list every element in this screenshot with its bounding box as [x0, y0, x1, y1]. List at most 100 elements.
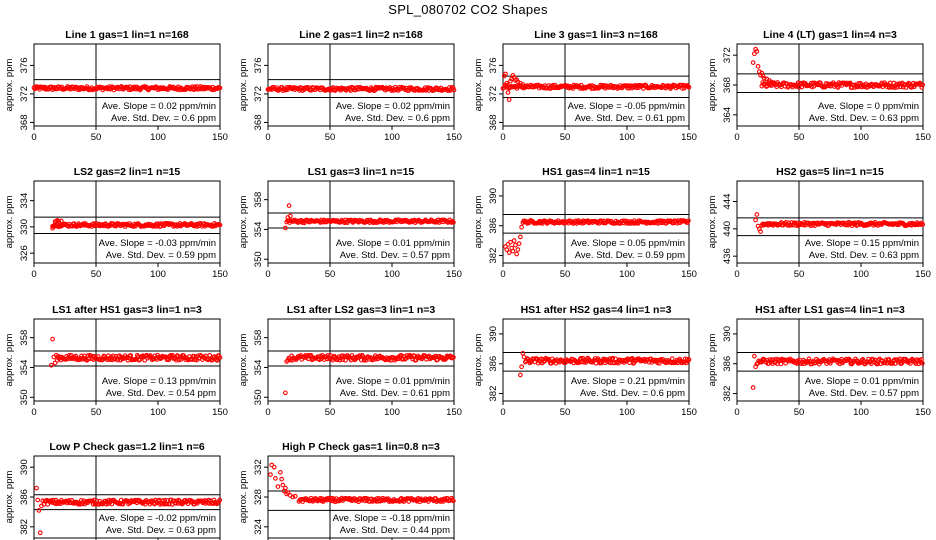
slope-annotation: Ave. Slope = 0.01 ppm/min: [336, 376, 450, 387]
data-point: [413, 357, 419, 363]
y-tick-label: 372: [722, 47, 733, 63]
data-point: [541, 359, 547, 364]
panel-2: Line 2 gas=1 lin=2 n=168 0 50 100 150 368 372 3…: [238, 29, 462, 143]
y-tick-label: 382: [488, 248, 499, 264]
y-tick-label: 324: [253, 519, 264, 535]
x-tick-label: 0: [265, 269, 270, 280]
y-tick-label: 372: [253, 86, 264, 102]
x-tick-label: 0: [734, 132, 739, 143]
data-point: [513, 242, 518, 248]
page-title: SPL_080702 CO2 Shapes: [388, 2, 548, 17]
data-point: [372, 220, 378, 225]
x-tick-label: 150: [681, 407, 697, 418]
slope-annotation: Ave. Slope = 0.01 ppm/min: [805, 376, 919, 387]
panel-12: HS1 after LS1 gas=4 lin=1 n=3 0 50 100 150 38…: [707, 304, 931, 418]
data-point: [442, 357, 448, 362]
y-axis-label: approx. ppm: [4, 471, 15, 524]
x-tick-label: 0: [31, 269, 36, 280]
data-point: [669, 356, 675, 361]
x-tick-label: 50: [325, 132, 336, 143]
y-tick-label: 386: [488, 356, 499, 372]
y-tick-label: 368: [722, 77, 733, 93]
x-tick-label: 100: [150, 132, 166, 143]
data-point: [623, 221, 629, 226]
x-tick-label: 150: [681, 132, 697, 143]
data-point: [214, 358, 220, 363]
data-point: [920, 360, 925, 366]
y-tick-label: 354: [253, 222, 264, 238]
data-point: [278, 470, 283, 475]
data-point: [755, 64, 761, 69]
x-tick-label: 50: [560, 132, 571, 143]
x-tick-label: 50: [794, 269, 805, 280]
data-point: [451, 219, 456, 225]
data-point: [754, 212, 760, 217]
std-dev-annotation: Ave. Std. Dev. = 0.61 ppm: [575, 113, 685, 124]
data-point: [503, 71, 508, 77]
slope-annotation: Ave. Slope = 0 ppm/min: [818, 101, 919, 112]
y-tick-label: 364: [722, 107, 733, 123]
panel-title: LS1 gas=3 lin=1 n=15: [308, 166, 415, 178]
data-point: [285, 490, 291, 495]
std-dev-annotation: Ave. Std. Dev. = 0.59 ppm: [106, 250, 216, 261]
data-point: [50, 336, 55, 342]
panel-title: HS1 gas=4 lin=1 n=15: [542, 166, 650, 178]
data-point: [217, 497, 223, 503]
y-tick-label: 350: [253, 251, 264, 267]
data-point: [511, 238, 517, 243]
y-tick-label: 372: [488, 86, 499, 102]
data-point: [837, 361, 842, 367]
x-tick-label: 50: [794, 407, 805, 418]
data-point: [393, 356, 399, 362]
data-point: [505, 90, 511, 95]
y-tick-label: 376: [253, 57, 264, 73]
data-point: [287, 213, 293, 219]
data-point: [308, 353, 314, 358]
x-tick-label: 0: [734, 269, 739, 280]
data-point: [686, 84, 692, 90]
data-point: [328, 495, 333, 501]
data-point: [920, 222, 926, 227]
data-point: [788, 222, 793, 228]
data-point: [508, 239, 513, 245]
std-dev-annotation: Ave. Std. Dev. = 0.6 ppm: [111, 113, 216, 124]
slope-annotation: Ave. Slope = -0.05 ppm/min: [568, 101, 685, 112]
data-point: [610, 355, 616, 361]
y-tick-label: 382: [722, 386, 733, 402]
panel-title: Line 2 gas=1 lin=2 n=168: [299, 29, 423, 41]
panel-14: High P Check gas=1 lin=0.8 n=30501001503…: [238, 441, 456, 540]
data-point: [268, 472, 273, 477]
y-tick-label: 354: [19, 360, 30, 376]
data-point: [506, 250, 512, 255]
data-point: [634, 85, 640, 91]
slope-annotation: Ave. Slope = 0.02 ppm/min: [336, 101, 450, 112]
data-point: [290, 494, 296, 500]
panel-title: LS2 gas=2 lin=1 n=15: [74, 166, 181, 178]
data-point: [895, 84, 900, 90]
std-dev-annotation: Ave. Std. Dev. = 0.6 ppm: [580, 388, 685, 399]
data-point: [805, 359, 811, 364]
y-tick-label: 440: [722, 221, 733, 237]
x-tick-label: 100: [619, 407, 635, 418]
data-point: [518, 234, 523, 240]
data-point: [283, 225, 288, 231]
data-point: [686, 218, 691, 224]
panel-6: LS1 gas=3 lin=1 n=15 0 50 100 150 350 354 358 ap…: [238, 166, 462, 280]
data-point: [155, 498, 161, 504]
data-point: [919, 85, 925, 90]
data-point: [271, 464, 277, 470]
plot-frame: [267, 318, 455, 402]
data-point: [178, 357, 184, 362]
x-tick-label: 50: [91, 269, 102, 280]
data-point: [793, 223, 799, 228]
x-tick-label: 0: [500, 407, 505, 418]
y-tick-label: 390: [722, 326, 733, 342]
std-dev-annotation: Ave. Std. Dev. = 0.61 ppm: [340, 388, 450, 399]
data-point: [275, 484, 281, 489]
data-point: [920, 82, 926, 88]
y-tick-label: 386: [488, 218, 499, 234]
data-point: [451, 498, 456, 504]
y-axis-label: approx. ppm: [473, 196, 484, 249]
std-dev-annotation: Ave. Std. Dev. = 0.44 ppm: [340, 525, 450, 536]
